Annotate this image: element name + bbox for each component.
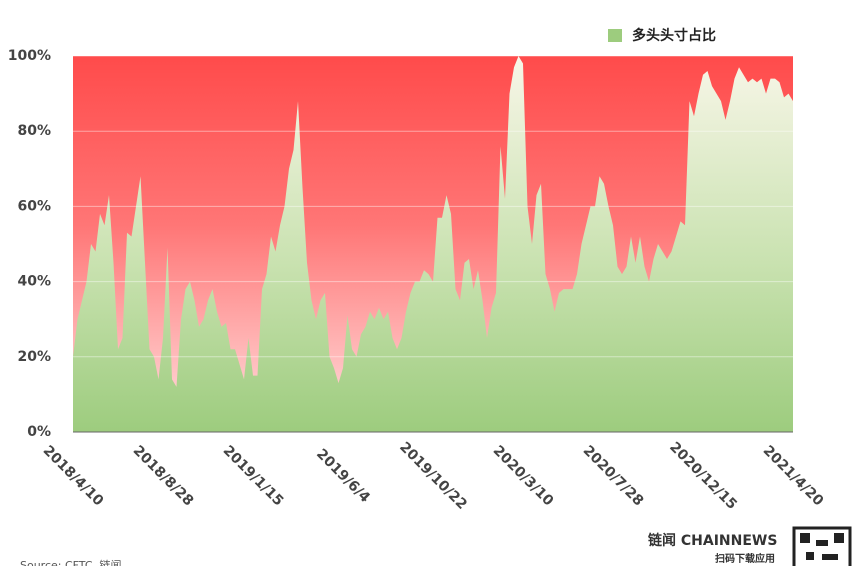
y-tick-label: 100%	[8, 48, 51, 64]
x-tick-label: 2019/6/4	[313, 446, 373, 506]
legend-label: 多头头寸占比	[632, 27, 716, 44]
x-tick-label: 2020/3/10	[490, 443, 557, 510]
x-tick-label: 2019/1/15	[220, 443, 287, 510]
x-tick-label: 2020/7/28	[580, 443, 647, 510]
y-tick-label: 20%	[17, 349, 51, 365]
x-tick-label: 2020/12/15	[666, 439, 740, 513]
x-tick-label: 2018/8/28	[130, 443, 197, 510]
y-tick-label: 60%	[17, 198, 51, 214]
y-tick-label: 40%	[17, 274, 51, 290]
y-tick-label: 80%	[17, 123, 51, 139]
legend-swatch	[608, 29, 622, 42]
x-tick-label: 2019/10/22	[396, 439, 470, 513]
plot-area	[73, 55, 793, 433]
x-tick-label: 2021/4/20	[760, 443, 827, 510]
y-tick-label: 0%	[27, 424, 51, 440]
brand: 链闻 CHAINNEWS	[648, 532, 777, 549]
source: Source: CFTC, 链闻	[20, 558, 122, 566]
area	[73, 56, 793, 432]
brand-note: 扫码下载应用	[715, 552, 775, 565]
qr-code	[792, 526, 852, 566]
x-tick-label: 2018/4/10	[40, 443, 107, 510]
